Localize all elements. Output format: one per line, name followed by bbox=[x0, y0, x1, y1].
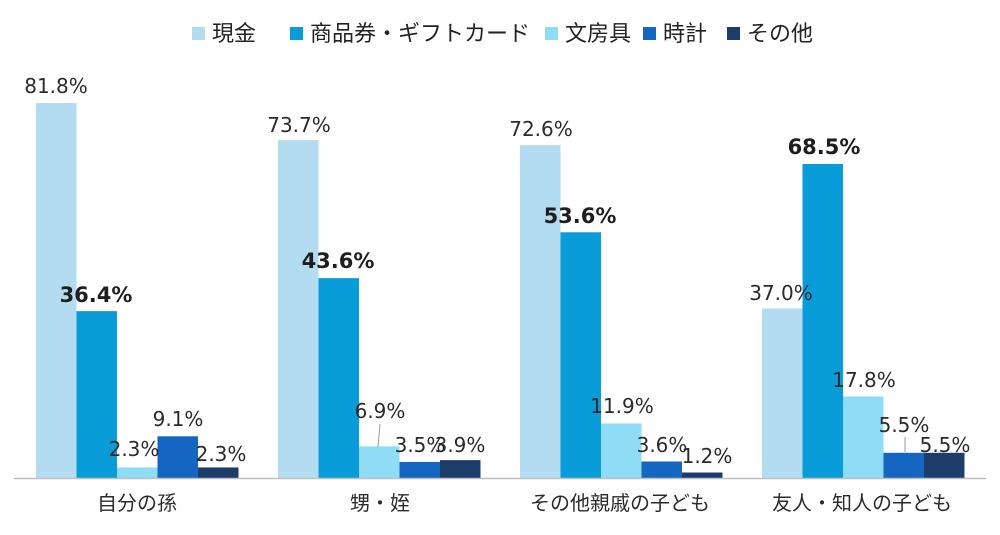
data-label: 3.6% bbox=[637, 433, 688, 457]
data-label: 1.2% bbox=[682, 444, 733, 468]
data-label: 43.6% bbox=[302, 249, 375, 273]
chart-bars bbox=[36, 103, 965, 479]
category-label: 自分の孫 bbox=[97, 491, 177, 515]
data-label: 6.9% bbox=[355, 399, 406, 423]
bar bbox=[440, 460, 481, 478]
bar bbox=[641, 461, 682, 478]
data-label: 73.7% bbox=[267, 113, 331, 137]
leader-line bbox=[377, 423, 381, 448]
category-labels: 自分の孫 甥・姪 その他親戚の子ども 友人・知人の子ども bbox=[97, 491, 952, 515]
legend-swatch bbox=[545, 27, 558, 40]
bar bbox=[802, 163, 843, 479]
data-label: 72.6% bbox=[509, 117, 573, 141]
data-labels: 81.8% 73.7% 72.6% 37.0% 36.4% 43.6% 53.6% 68.5%… bbox=[24, 74, 970, 468]
data-label: 2.3% bbox=[196, 442, 247, 466]
data-label: 53.6% bbox=[544, 204, 617, 228]
bar bbox=[560, 232, 601, 478]
bar bbox=[682, 472, 723, 478]
data-label: 9.1% bbox=[153, 407, 204, 431]
legend-swatch bbox=[643, 27, 656, 40]
bar bbox=[278, 140, 319, 479]
bar bbox=[843, 396, 884, 478]
legend-label: 商品券・ギフトカード bbox=[310, 22, 530, 47]
bar bbox=[117, 467, 158, 478]
bar bbox=[359, 446, 400, 478]
category-label: 甥・姪 bbox=[350, 491, 410, 515]
data-label: 17.8% bbox=[832, 368, 896, 392]
bar bbox=[76, 311, 117, 478]
data-label: 2.3% bbox=[109, 437, 160, 461]
legend-swatch bbox=[290, 27, 303, 40]
data-label: 81.8% bbox=[24, 74, 88, 98]
data-label: 3.9% bbox=[435, 433, 486, 457]
legend-swatch bbox=[727, 27, 740, 40]
bar bbox=[36, 103, 77, 478]
legend-label: 文房具 bbox=[565, 22, 631, 47]
legend-label: その他 bbox=[747, 22, 813, 47]
legend-swatch bbox=[192, 27, 205, 40]
bar bbox=[601, 423, 642, 478]
data-label: 37.0% bbox=[749, 281, 813, 305]
category-label: 友人・知人の子ども bbox=[772, 491, 952, 515]
data-label: 11.9% bbox=[590, 394, 654, 418]
legend-label: 現金 bbox=[212, 22, 256, 47]
bar bbox=[520, 145, 561, 479]
data-label: 36.4% bbox=[60, 283, 133, 307]
data-label: 5.5% bbox=[879, 413, 930, 437]
legend-label: 時計 bbox=[663, 22, 707, 47]
bar bbox=[157, 436, 198, 478]
bar bbox=[318, 278, 359, 478]
category-label: その他親戚の子ども bbox=[530, 491, 710, 515]
data-label: 68.5% bbox=[788, 135, 861, 159]
bar bbox=[399, 461, 440, 478]
bar bbox=[883, 452, 924, 478]
bar bbox=[924, 452, 965, 478]
bar bbox=[198, 467, 239, 478]
data-label: 3.5% bbox=[395, 433, 446, 457]
chart-legend: 現金 商品券・ギフトカード 文房具 時計 その他 bbox=[192, 22, 813, 47]
data-label: 5.5% bbox=[920, 433, 971, 457]
bar bbox=[762, 308, 803, 478]
